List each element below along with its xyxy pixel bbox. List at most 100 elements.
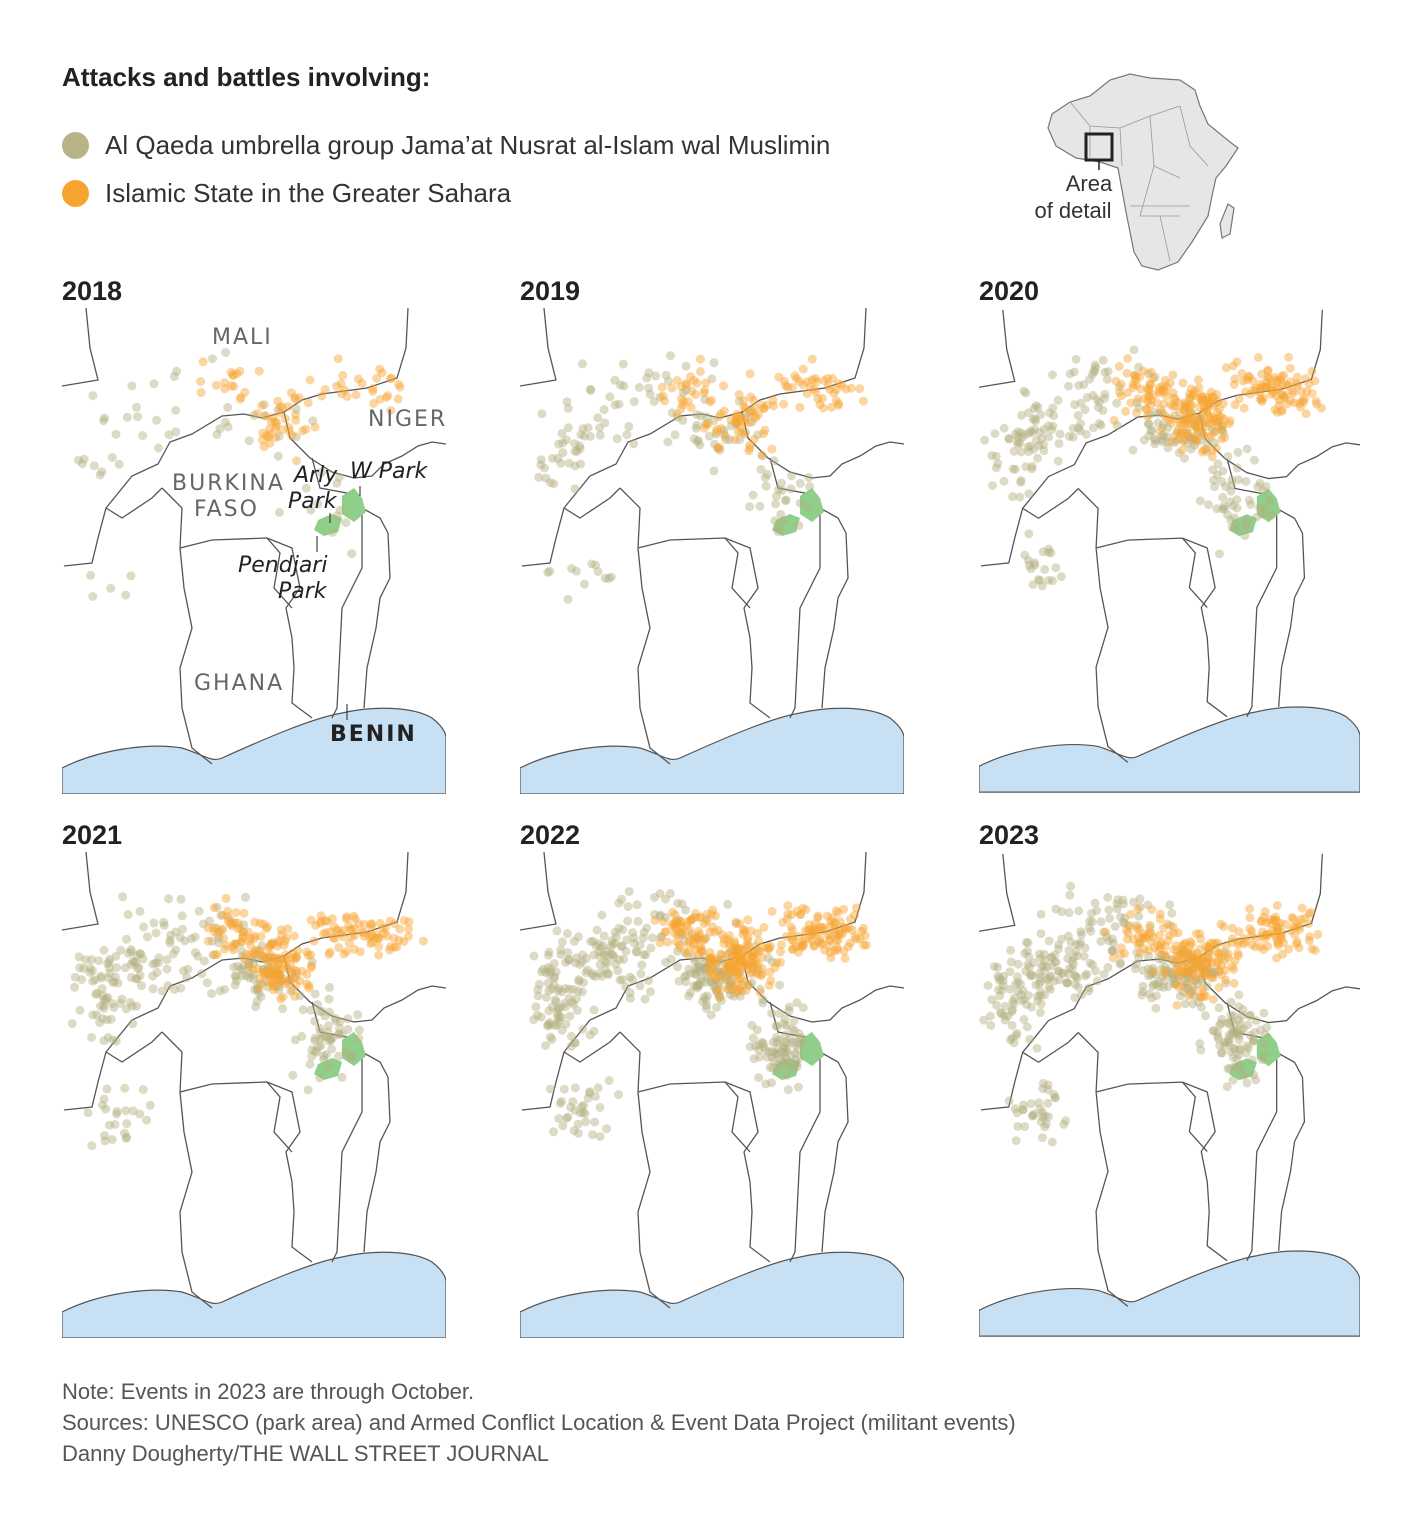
jnim-event-dot	[721, 435, 731, 445]
jnim-event-dot	[718, 967, 727, 977]
jnim-event-dot	[1023, 991, 1033, 1000]
isgs-event-dot	[1258, 382, 1268, 391]
isgs-event-dot	[818, 403, 828, 413]
country-border	[1077, 1032, 1099, 1093]
isgs-event-dot	[796, 910, 806, 919]
isgs-event-dot	[1207, 957, 1217, 967]
jnim-event-dot	[1233, 1028, 1243, 1038]
jnim-event-dot	[88, 966, 97, 976]
jnim-event-dot	[1004, 1096, 1014, 1106]
jnim-event-dot	[1085, 374, 1095, 384]
isgs-event-dot	[676, 404, 686, 414]
isgs-event-dot	[223, 912, 233, 922]
isgs-event-dot	[254, 366, 264, 376]
jnim-event-dot	[1010, 1104, 1020, 1114]
isgs-event-dot	[782, 932, 791, 942]
isgs-event-dot	[367, 930, 377, 940]
isgs-event-dot	[1255, 387, 1265, 397]
isgs-event-dot	[1126, 398, 1136, 408]
isgs-event-dot	[229, 381, 239, 391]
isgs-event-dot	[1101, 927, 1111, 937]
jnim-event-dot	[1034, 440, 1044, 450]
jnim-event-dot	[1104, 905, 1114, 915]
isgs-event-dot	[263, 943, 273, 953]
jnim-event-dot	[623, 916, 633, 926]
jnim-event-dot	[262, 967, 272, 977]
isgs-event-dot	[338, 925, 348, 935]
jnim-event-dot	[545, 478, 555, 488]
isgs-event-dot	[766, 976, 776, 986]
jnim-event-dot	[701, 977, 711, 987]
jnim-event-dot	[689, 953, 698, 963]
isgs-event-dot	[306, 915, 316, 925]
isgs-event-dot	[675, 943, 685, 953]
isgs-event-dot	[1296, 402, 1306, 412]
jnim-event-dot	[1220, 504, 1230, 514]
jnim-event-dot	[1040, 966, 1050, 976]
jnim-event-dot	[702, 914, 712, 924]
isgs-event-dot	[799, 940, 809, 950]
jnim-event-dot	[1228, 1075, 1238, 1085]
jnim-event-dot	[597, 910, 607, 920]
jnim-event-dot	[980, 435, 990, 445]
jnim-event-dot	[1226, 997, 1236, 1007]
isgs-event-dot	[769, 401, 779, 411]
jnim-event-dot	[343, 1014, 353, 1024]
isgs-event-dot	[845, 938, 855, 948]
jnim-event-dot	[1157, 964, 1167, 974]
isgs-event-dot	[1188, 955, 1198, 965]
jnim-event-dot	[1035, 427, 1045, 437]
jnim-event-dot	[1188, 999, 1198, 1009]
map-panel-2018: 2018 MALI NIGER BURKINA FASO GHANA BENIN Arly P…	[62, 276, 446, 798]
isgs-event-dot	[809, 923, 819, 933]
jnim-event-dot	[87, 1141, 97, 1151]
isgs-event-dot	[259, 442, 269, 452]
jnim-event-dot	[1032, 1043, 1042, 1053]
jnim-event-dot	[316, 1027, 326, 1037]
jnim-event-dot	[1230, 1044, 1239, 1054]
isgs-event-dot	[787, 910, 797, 920]
isgs-event-dot	[1206, 938, 1215, 948]
jnim-event-dot	[126, 960, 136, 969]
jnim-event-dot	[585, 431, 595, 441]
isgs-event-dot	[737, 953, 746, 962]
jnim-event-dot	[696, 963, 706, 973]
isgs-event-dot	[1273, 941, 1283, 950]
isgs-event-dot	[1276, 931, 1286, 941]
jnim-event-dot	[1225, 497, 1235, 507]
jnim-event-dot	[690, 956, 700, 966]
isgs-event-dot	[1219, 414, 1229, 424]
isgs-event-dot	[768, 396, 778, 405]
jnim-event-dot	[629, 397, 639, 407]
isgs-event-dot	[1281, 919, 1290, 929]
isgs-event-dot	[707, 909, 717, 919]
country-border	[980, 853, 1323, 1111]
jnim-event-dot	[1026, 1099, 1036, 1109]
isgs-event-dot	[220, 384, 230, 394]
panel-year-label: 2020	[979, 276, 1040, 306]
jnim-event-dot	[1137, 990, 1147, 1000]
isgs-event-dot	[1148, 390, 1158, 400]
panel-year-label: 2018	[62, 276, 123, 306]
jnim-event-dot	[1038, 1084, 1048, 1094]
jnim-event-dot	[285, 974, 295, 984]
jnim-event-dot	[1191, 415, 1201, 425]
jnim-event-dot	[1225, 1064, 1235, 1073]
map-svg	[520, 308, 904, 794]
isgs-event-dot	[1169, 928, 1179, 938]
jnim-event-dot	[108, 977, 118, 987]
sources-text: Sources: UNESCO (park area) and Armed Co…	[62, 1410, 1016, 1435]
isgs-event-dot	[746, 926, 756, 936]
jnim-event-dot	[319, 1054, 329, 1064]
jnim-event-dot	[724, 984, 734, 994]
isgs-event-dot	[1302, 386, 1312, 396]
isgs-event-dot	[1296, 386, 1306, 396]
jnim-event-dot	[593, 567, 603, 576]
isgs-event-dot	[237, 937, 246, 947]
isgs-event-dot	[1128, 934, 1138, 944]
isgs-event-dot	[657, 382, 667, 392]
jnim-event-dot	[121, 1004, 131, 1014]
isgs-event-dot	[1196, 934, 1206, 944]
isgs-event-dot	[1207, 973, 1217, 983]
jnim-event-dot	[701, 1004, 711, 1014]
